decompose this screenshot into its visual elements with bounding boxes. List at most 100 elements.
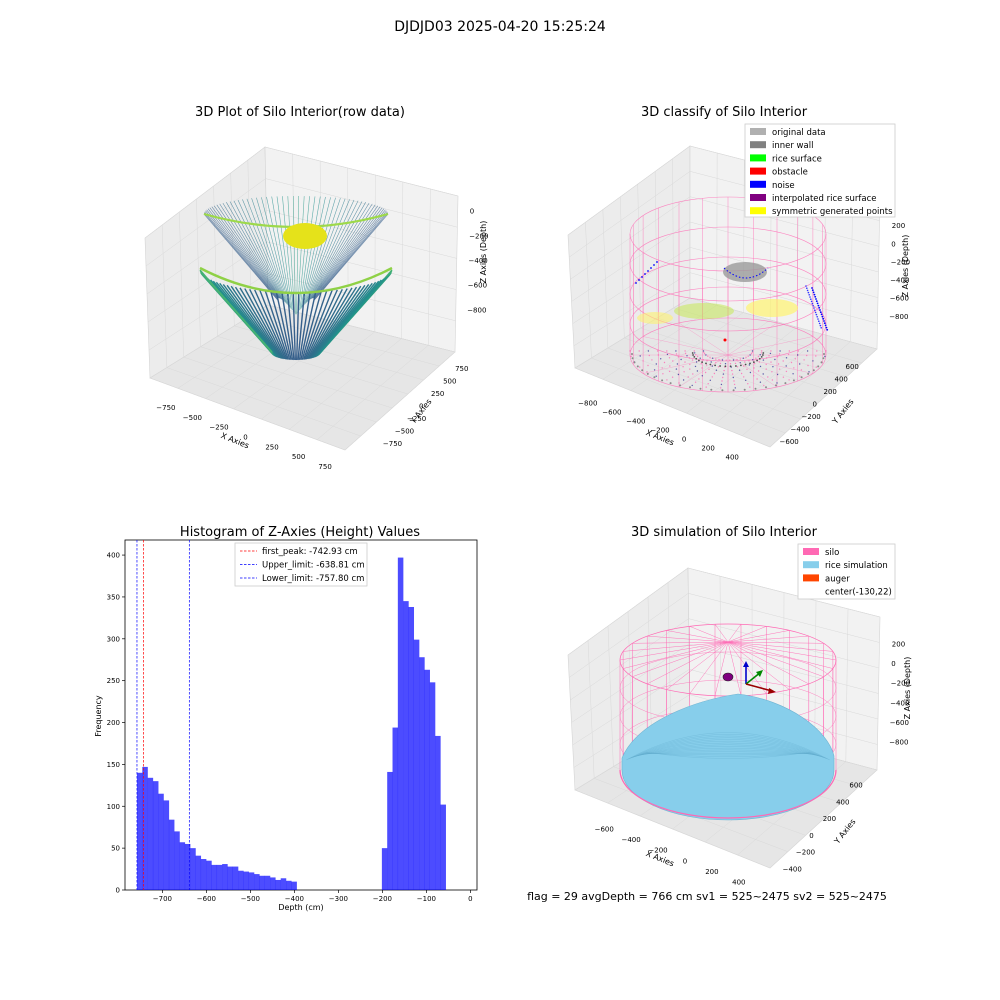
inner-wall-point bbox=[724, 365, 727, 368]
raw-y-tick-label: 0 bbox=[419, 403, 423, 411]
raw-x-tick-label: −250 bbox=[209, 424, 228, 432]
raw-y-tick-label: −750 bbox=[383, 440, 402, 448]
surface-line bbox=[306, 288, 343, 360]
classify-x-tick-label: 400 bbox=[726, 453, 739, 461]
noise-point bbox=[816, 302, 819, 305]
floor-point bbox=[755, 357, 757, 359]
floor-point bbox=[647, 364, 649, 367]
floor-point bbox=[707, 355, 709, 357]
silo-spoke bbox=[678, 322, 729, 356]
floor-point bbox=[639, 355, 641, 357]
floor-point bbox=[762, 373, 764, 375]
histogram-bar bbox=[142, 766, 148, 890]
floor-point bbox=[776, 382, 778, 384]
obstacle-point bbox=[723, 338, 727, 342]
floor-point bbox=[736, 358, 738, 361]
floor-point bbox=[778, 353, 781, 355]
floor-point bbox=[663, 361, 666, 364]
legend-label: rice surface bbox=[772, 154, 822, 164]
floor-point bbox=[666, 353, 669, 356]
surface-line bbox=[307, 199, 355, 302]
floor-point bbox=[753, 367, 755, 369]
inner-wall-point bbox=[784, 382, 787, 385]
classify-legend-box bbox=[744, 123, 896, 218]
floor-point bbox=[747, 383, 749, 385]
grid-line bbox=[574, 367, 771, 448]
inner-wall-point bbox=[749, 362, 751, 365]
histogram-bar bbox=[147, 777, 154, 890]
surface-line bbox=[213, 205, 280, 299]
floor-point bbox=[788, 379, 790, 381]
surface-line bbox=[275, 291, 292, 360]
floor-point bbox=[736, 366, 739, 368]
floor-point bbox=[788, 350, 790, 352]
floor-point bbox=[746, 368, 748, 370]
rice-mesh-line bbox=[628, 735, 828, 760]
legend-label: rice simulation bbox=[825, 561, 888, 571]
classify-z-tick-label: −600 bbox=[890, 295, 909, 303]
floor-point bbox=[701, 367, 703, 369]
inner-wall-point bbox=[719, 365, 721, 367]
surface-line bbox=[281, 291, 294, 361]
silo-roof-wire bbox=[727, 624, 742, 643]
surface-line bbox=[312, 205, 379, 299]
floor-point bbox=[705, 354, 707, 356]
floor-point bbox=[762, 359, 765, 361]
silo-roof-wire bbox=[727, 641, 837, 661]
classify-legend: original data inner wall rice surface obsta… bbox=[744, 123, 896, 218]
floor-point bbox=[770, 361, 772, 363]
floor-point bbox=[708, 368, 710, 370]
floor-point bbox=[816, 350, 818, 352]
floor-point bbox=[693, 350, 695, 352]
raw-x-tick-label: 500 bbox=[292, 453, 305, 461]
noise-point bbox=[818, 306, 821, 309]
floor-point bbox=[666, 350, 668, 352]
floor-point bbox=[724, 363, 727, 365]
floor-point bbox=[803, 359, 805, 361]
y-tick-label: 200 bbox=[107, 719, 120, 727]
floor-point bbox=[721, 359, 724, 361]
floor-point bbox=[750, 353, 753, 355]
grid-line bbox=[144, 146, 459, 239]
classify-3d-plot: 3D classify of Silo Interior original da… bbox=[567, 105, 910, 461]
surface-line bbox=[310, 286, 358, 359]
inner-wall-point bbox=[732, 389, 735, 392]
silo-roof-wire bbox=[727, 641, 833, 652]
floor-point bbox=[696, 370, 699, 372]
surface-line bbox=[314, 213, 389, 301]
raw-x-tick-label: −500 bbox=[183, 414, 202, 422]
inner-wall-point bbox=[762, 352, 765, 354]
grid-line bbox=[607, 347, 801, 420]
floor-point bbox=[725, 359, 727, 361]
grid-line bbox=[196, 198, 201, 347]
floor-point bbox=[740, 372, 743, 375]
surface-line bbox=[234, 286, 282, 359]
raw-y-tick-label: 500 bbox=[443, 378, 456, 386]
simulation-z-tick-label: −800 bbox=[889, 738, 908, 746]
floor-point bbox=[754, 363, 756, 365]
floor-point bbox=[657, 354, 659, 356]
grid-line bbox=[217, 336, 408, 395]
grid-line bbox=[149, 304, 456, 379]
floor-point bbox=[695, 354, 697, 356]
silo-roof-wire bbox=[689, 641, 729, 694]
noise-point bbox=[641, 276, 643, 278]
legend-swatch bbox=[750, 141, 766, 149]
rice-mesh-line bbox=[644, 752, 812, 757]
y-tick-label: 300 bbox=[107, 635, 120, 643]
floor-point bbox=[653, 369, 656, 371]
grid-line bbox=[401, 181, 404, 339]
noise-point bbox=[815, 298, 817, 300]
noise-point bbox=[824, 324, 827, 327]
floor-point bbox=[691, 359, 694, 361]
legend-label: auger bbox=[825, 574, 850, 584]
grid-line bbox=[620, 196, 625, 339]
surface-line bbox=[211, 206, 280, 299]
surface-line bbox=[297, 291, 306, 361]
grid-line bbox=[213, 185, 218, 337]
inner-wall-point bbox=[633, 361, 636, 364]
silo-spoke bbox=[678, 354, 729, 388]
noise-point bbox=[650, 267, 652, 269]
floor-point bbox=[778, 368, 781, 370]
simulation-x-tick-label: −600 bbox=[595, 826, 614, 834]
